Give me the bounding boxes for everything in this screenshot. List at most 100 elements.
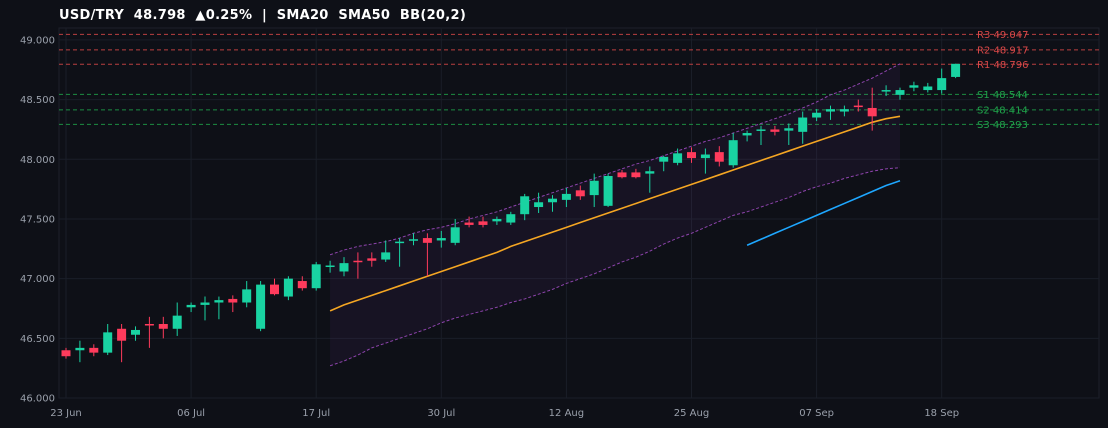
x-tick-label: 06 Jul [177, 408, 205, 419]
candle-up [450, 227, 460, 243]
candle-up [172, 315, 182, 329]
candle-up [214, 300, 224, 303]
candle-up [645, 171, 655, 174]
candle-up [506, 214, 516, 223]
bollinger-upper [329, 63, 901, 256]
candle-up [131, 329, 140, 335]
candle-up [937, 78, 947, 91]
candle-up [381, 252, 391, 260]
x-tick-label: 18 Sep [924, 408, 959, 419]
candle-down [270, 284, 279, 295]
candle-up [325, 265, 335, 268]
candle-up [756, 129, 766, 131]
candle-up [798, 117, 808, 132]
candle-up [895, 90, 905, 95]
candle-up [520, 196, 530, 215]
level-label-r2: R2 48.917 [977, 45, 1028, 56]
y-tick-label: 48.000 [20, 155, 55, 166]
bollinger-lower [329, 167, 901, 367]
candle-up [103, 332, 113, 353]
indicator-bollinger: BB(20,2) [399, 8, 467, 23]
x-tick-label: 12 Aug [549, 408, 584, 419]
candle-up [909, 85, 919, 88]
candles [61, 63, 961, 363]
candle-up [242, 289, 252, 303]
y-tick-label: 48.500 [20, 95, 55, 106]
candle-down [478, 221, 488, 225]
chart-header: USD/TRY 48.798 ▲0.25% | SMA20 SMA50 BB(2… [59, 8, 466, 23]
candle-down [297, 281, 307, 289]
moving-averages [329, 115, 901, 312]
candle-up [728, 140, 738, 166]
candle-down [853, 105, 863, 108]
candle-down [631, 172, 641, 178]
candle-up [436, 238, 446, 241]
candle-up [589, 180, 599, 196]
candle-down [117, 328, 127, 341]
candle-up [826, 109, 835, 112]
candle-down [89, 347, 99, 353]
candle-up [492, 218, 502, 222]
candle-down [367, 258, 377, 261]
candle-up [186, 304, 196, 308]
candle-down [687, 152, 696, 159]
level-label-s3: S3 48.293 [977, 120, 1028, 131]
candle-down [158, 324, 168, 329]
y-tick-label: 47.000 [20, 274, 55, 285]
candle-down [464, 222, 474, 225]
candle-up [561, 193, 571, 200]
y-tick-label: 49.000 [20, 35, 55, 46]
indicator-sma20: SMA20 [276, 8, 329, 23]
candle-down [617, 172, 627, 178]
pivot-levels: R3 49.047 R2 48.917 R1 48.796 S1 48.544 S2 4… [59, 30, 1099, 131]
bollinger-fill [330, 63, 901, 366]
indicator-sma50: SMA50 [338, 8, 391, 23]
candle-up [256, 284, 266, 329]
candle-down [575, 190, 585, 197]
header-separator: | [261, 8, 268, 23]
x-tick-label: 23 Jun [50, 408, 82, 419]
candle-up [339, 263, 349, 272]
candle-up [75, 347, 85, 351]
candle-up [409, 239, 418, 241]
price-change: ▲0.25% [195, 8, 253, 23]
x-tick-label: 30 Jul [427, 408, 455, 419]
level-label-r3: R3 49.047 [977, 30, 1028, 41]
y-tick-label: 46.500 [20, 334, 55, 345]
level-label-r1: R1 48.796 [977, 60, 1028, 71]
candle-up [534, 202, 544, 208]
candle-up [673, 153, 683, 163]
x-tick-label: 17 Jul [302, 408, 330, 419]
candle-up [700, 154, 710, 159]
x-axis: 23 Jun 06 Jul 17 Jul 30 Jul 12 Aug 25 Aug 07 S… [50, 408, 959, 419]
candle-up [283, 278, 293, 297]
sma50-line [746, 180, 901, 246]
bollinger-bands [329, 63, 901, 367]
candle-up [200, 302, 210, 305]
candle-up [395, 241, 405, 244]
level-label-s1: S1 48.544 [977, 90, 1028, 101]
y-tick-label: 47.500 [20, 214, 55, 225]
x-tick-label: 25 Aug [674, 408, 709, 419]
candle-down [714, 152, 724, 162]
candle-down [422, 238, 432, 243]
candle-down [770, 129, 780, 132]
candle-up [881, 90, 891, 92]
level-label-s2: S2 48.414 [977, 105, 1028, 116]
candle-down [144, 324, 154, 326]
candle-up [923, 86, 933, 91]
candle-up [603, 176, 613, 206]
candle-up [812, 112, 822, 118]
y-tick-label: 46.000 [20, 394, 55, 405]
candle-up [839, 109, 849, 112]
candle-down [867, 107, 877, 117]
y-axis: 46.000 46.500 47.000 47.500 48.000 48.500 49.0… [20, 35, 55, 404]
candle-up [659, 156, 669, 162]
sma20-line [329, 115, 901, 312]
candle-down [228, 298, 238, 303]
candle-down [353, 260, 363, 263]
candle-up [951, 63, 961, 77]
candle-up [311, 264, 321, 289]
candle-up [548, 198, 557, 203]
